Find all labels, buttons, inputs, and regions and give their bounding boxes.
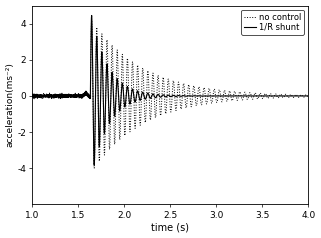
1/R shunt xyxy=(235,94,239,97)
1/R shunt xyxy=(130,88,134,90)
no control xyxy=(206,95,210,98)
1/R shunt xyxy=(250,94,254,97)
1/R shunt xyxy=(206,94,210,97)
no control xyxy=(306,95,310,98)
no control xyxy=(90,19,93,22)
X-axis label: time (s): time (s) xyxy=(152,223,189,233)
Legend: no control, 1/R shunt: no control, 1/R shunt xyxy=(241,10,304,35)
no control xyxy=(92,167,96,169)
no control xyxy=(130,61,134,64)
1/R shunt xyxy=(30,95,34,98)
1/R shunt xyxy=(90,14,93,17)
1/R shunt xyxy=(306,94,310,97)
no control xyxy=(235,99,239,102)
Line: no control: no control xyxy=(32,20,308,168)
no control xyxy=(194,102,198,104)
1/R shunt xyxy=(194,95,198,98)
1/R shunt xyxy=(92,164,96,166)
Line: 1/R shunt: 1/R shunt xyxy=(32,15,308,165)
no control xyxy=(30,94,34,97)
1/R shunt xyxy=(44,95,48,98)
no control xyxy=(44,94,48,97)
Y-axis label: acceleration(ms⁻²): acceleration(ms⁻²) xyxy=(5,63,14,147)
no control xyxy=(250,96,254,99)
